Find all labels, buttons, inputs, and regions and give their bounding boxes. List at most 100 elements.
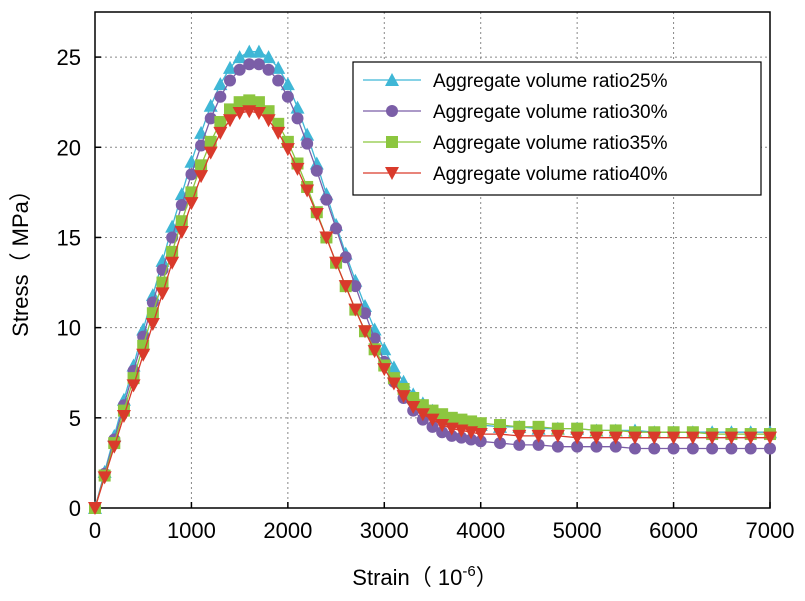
data-point [185, 168, 198, 181]
data-point [271, 60, 286, 74]
data-point [494, 419, 506, 432]
data-point [252, 96, 265, 109]
data-point [473, 428, 488, 442]
data-point [532, 438, 545, 451]
data-point [744, 442, 757, 455]
data-point [310, 164, 323, 177]
x-tick-label: 7000 [746, 518, 795, 543]
data-point [406, 400, 421, 414]
data-point [532, 420, 545, 433]
data-point [725, 442, 738, 455]
data-point [174, 187, 189, 201]
data-point [550, 429, 565, 443]
data-point [195, 139, 208, 152]
data-point [165, 219, 180, 233]
data-point [666, 431, 681, 445]
data-point [686, 442, 699, 455]
data-point [396, 390, 411, 404]
data-point [242, 44, 257, 58]
data-point [251, 44, 266, 58]
y-axis-title: Stress（ MPa） [8, 179, 33, 337]
x-tick-label: 4000 [456, 518, 505, 543]
data-point [232, 50, 247, 64]
data-point [367, 322, 382, 336]
data-point [415, 408, 430, 422]
data-point [261, 114, 276, 128]
legend-entry: Aggregate volume ratio35% [363, 133, 668, 154]
data-point [251, 107, 266, 121]
data-point [214, 90, 227, 103]
data-point [571, 440, 584, 453]
data-point [551, 440, 564, 453]
x-tick-label: 1000 [167, 518, 216, 543]
data-point [609, 440, 622, 453]
legend-label: Aggregate volume ratio30% [433, 102, 668, 123]
data-point [465, 433, 478, 446]
y-tick-label: 15 [57, 225, 81, 250]
data-point [445, 411, 458, 424]
plot-frame [94, 11, 771, 509]
data-point [223, 114, 237, 128]
data-point [338, 280, 353, 294]
legend-entry: Aggregate volume ratio25% [363, 71, 668, 92]
data-point [358, 325, 372, 339]
data-point [280, 143, 295, 157]
x-axis-title-exponent: -6 [462, 563, 475, 580]
data-point [589, 431, 604, 445]
data-point [368, 332, 381, 345]
data-point [194, 170, 209, 184]
data-point [764, 442, 776, 455]
data-point [386, 377, 401, 391]
data-point [667, 442, 680, 455]
data-point [204, 112, 217, 125]
data-point [436, 426, 449, 439]
data-point [570, 431, 585, 445]
data-point [271, 126, 286, 140]
data-point [474, 435, 487, 448]
data-point [155, 287, 170, 301]
data-point [445, 429, 458, 442]
data-point [367, 345, 382, 359]
legend-marker [385, 73, 399, 86]
data-point [300, 184, 315, 198]
data-point [705, 431, 720, 445]
data-point [281, 90, 294, 103]
legend-marker [386, 136, 398, 148]
data-point [145, 318, 160, 332]
data-point [165, 256, 180, 270]
data-point [608, 431, 623, 445]
x-tick-label: 5000 [553, 518, 602, 543]
data-point [224, 103, 236, 116]
data-point [685, 431, 700, 445]
data-point [426, 420, 439, 433]
data-point [213, 77, 228, 91]
data-point [223, 60, 237, 74]
data-point [280, 77, 295, 91]
data-point [204, 135, 217, 148]
x-tick-label: 6000 [649, 518, 698, 543]
data-point [319, 231, 334, 245]
series-4 [88, 105, 777, 515]
data-point [232, 107, 247, 121]
legend-label: Aggregate volume ratio35% [433, 133, 668, 154]
data-point [320, 193, 333, 206]
y-tick-label: 5 [69, 406, 81, 431]
data-point [107, 440, 122, 454]
data-point [116, 410, 131, 424]
data-point [377, 363, 392, 377]
data-point [348, 303, 363, 317]
data-point [243, 58, 256, 71]
x-axis-title-close: ） [476, 565, 498, 590]
data-point [359, 307, 371, 320]
data-point [252, 58, 265, 71]
data-point [743, 431, 758, 445]
data-point [224, 74, 236, 87]
data-point [329, 256, 344, 270]
data-point [455, 413, 468, 426]
legend-marker [386, 105, 398, 117]
data-point [262, 105, 275, 118]
data-point [493, 428, 507, 442]
data-point [349, 280, 362, 293]
data-point [213, 126, 228, 140]
